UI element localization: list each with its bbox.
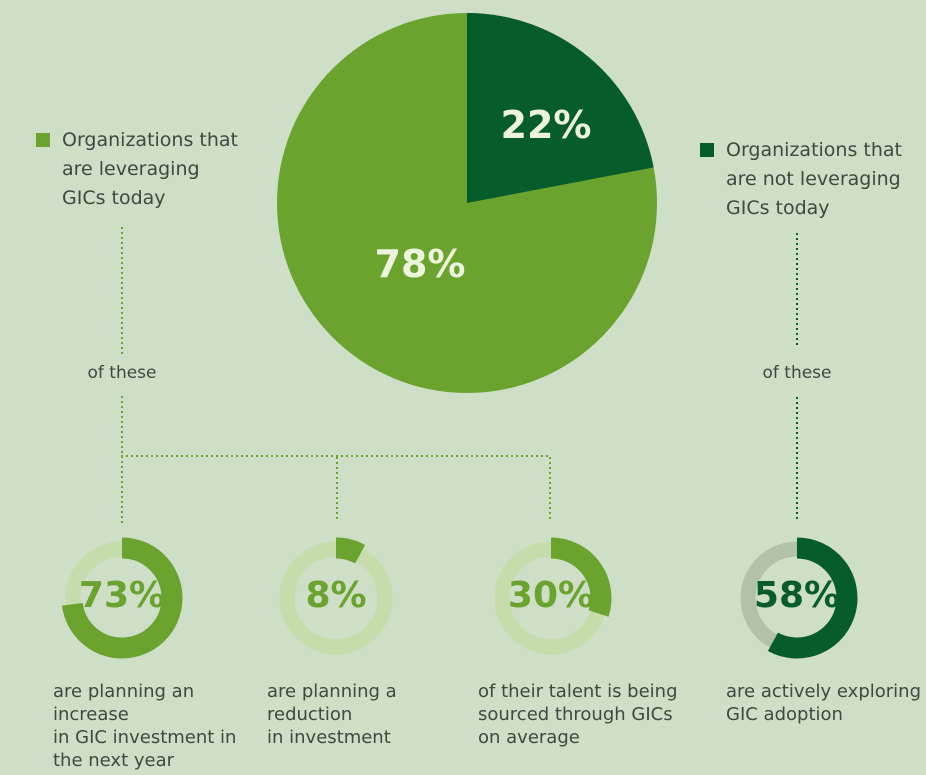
connector-left-lower (121, 396, 123, 523)
donut-caption-reduction-investment: are planning a reduction in investment (267, 681, 397, 748)
donut-value-arc (767, 537, 858, 659)
pie-chart (277, 13, 657, 393)
donut-chart-talent-sourced (494, 537, 612, 655)
donut-label-8: 8% (305, 575, 367, 616)
donut-caption-increase-investment: are planning an increase in GIC investme… (53, 681, 237, 771)
pie-label-22: 22% (500, 103, 592, 147)
connector-left-upper (121, 227, 123, 355)
legend-not-leveraging-label: Organizations that are not leveraging GI… (726, 139, 902, 219)
donut-track-ring (279, 541, 393, 655)
donut-chart-increase-investment (61, 537, 183, 659)
legend-not-leveraging: Organizations that are not leveraging GI… (700, 136, 926, 223)
legend-swatch-green-icon (36, 133, 50, 147)
pie-label-78: 78% (374, 242, 466, 286)
donut-chart-exploring-adoption (740, 537, 858, 659)
legend-leveraging-label: Organizations that are leveraging GICs t… (62, 129, 238, 209)
connector-right-of-these-label: of these (762, 363, 832, 383)
connector-third-drop (549, 457, 551, 521)
connector-horizontal-branch (121, 455, 551, 457)
donut-value-arc (550, 537, 612, 617)
connector-middle-drop (336, 457, 338, 521)
connector-right-upper (796, 233, 798, 347)
donut-chart-reduction-investment (279, 537, 393, 655)
donut-label-58: 58% (753, 575, 841, 616)
donut-value-arc (335, 537, 366, 564)
donut-value-arc (61, 537, 183, 659)
legend-leveraging: Organizations that are leveraging GICs t… (36, 126, 266, 213)
connector-right-lower (796, 397, 798, 521)
pie-slice-not-leveraging (467, 13, 654, 203)
donut-caption-talent-sourced: of their talent is being sourced through… (478, 681, 678, 748)
donut-label-73: 73% (78, 575, 166, 616)
connector-left-of-these-label: of these (87, 363, 157, 383)
donut-label-30: 30% (507, 575, 595, 616)
donut-caption-exploring-adoption: are actively exploring GIC adoption (726, 681, 922, 725)
legend-swatch-darkgreen-icon (700, 143, 714, 157)
